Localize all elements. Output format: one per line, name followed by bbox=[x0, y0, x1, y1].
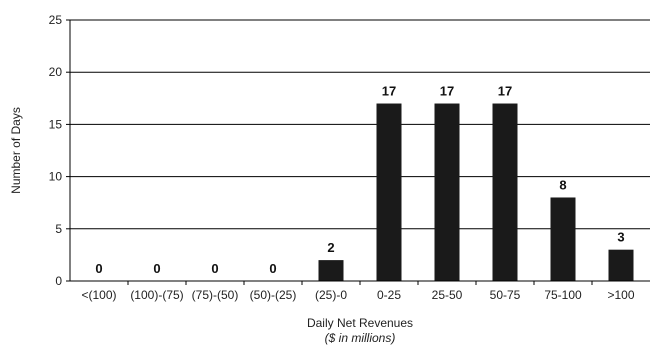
bar bbox=[492, 103, 518, 282]
data-label: 0 bbox=[211, 261, 218, 276]
x-tick-labels: <(100) (100)-(75) (75)-(50) (50)-(25) (25)-0… bbox=[81, 288, 634, 302]
data-label: 0 bbox=[153, 261, 160, 276]
x-axis-subtitle: ($ in millions) bbox=[325, 331, 396, 345]
data-label: 17 bbox=[382, 84, 396, 99]
bar bbox=[550, 197, 576, 281]
data-label: 17 bbox=[498, 84, 512, 99]
x-tick-label: >100 bbox=[607, 288, 634, 302]
bar bbox=[318, 260, 344, 281]
y-tick-label: 10 bbox=[49, 170, 63, 184]
x-axis-title: Daily Net Revenues bbox=[307, 316, 413, 330]
y-tick-labels: 0 5 10 15 20 25 bbox=[49, 13, 63, 288]
data-label: 0 bbox=[95, 261, 102, 276]
y-tick-label: 20 bbox=[49, 65, 63, 79]
data-label: 2 bbox=[327, 240, 334, 255]
x-tick-label: (75)-(50) bbox=[192, 288, 239, 302]
data-label: 3 bbox=[617, 230, 624, 245]
data-labels: 0 0 0 0 2 17 17 17 8 3 bbox=[95, 84, 624, 276]
x-tick-label: (25)-0 bbox=[315, 288, 347, 302]
bar bbox=[434, 103, 460, 282]
x-tick-label: 0-25 bbox=[377, 288, 401, 302]
x-tick-label: <(100) bbox=[81, 288, 116, 302]
x-tick-label: (50)-(25) bbox=[250, 288, 297, 302]
data-label: 8 bbox=[559, 177, 566, 192]
x-tick-label: 25-50 bbox=[432, 288, 463, 302]
y-tick-label: 0 bbox=[55, 274, 62, 288]
y-axis-title: Number of Days bbox=[9, 107, 23, 194]
x-tick-label: 75-100 bbox=[544, 288, 582, 302]
x-tick-label: (100)-(75) bbox=[130, 288, 183, 302]
bars bbox=[318, 103, 634, 282]
y-tick-label: 5 bbox=[55, 222, 62, 236]
bar bbox=[376, 103, 402, 282]
data-label: 17 bbox=[440, 84, 454, 99]
data-label: 0 bbox=[269, 261, 276, 276]
bar bbox=[608, 249, 634, 281]
y-tick-label: 15 bbox=[49, 117, 63, 131]
x-tick-label: 50-75 bbox=[490, 288, 521, 302]
y-tick-label: 25 bbox=[49, 13, 63, 27]
